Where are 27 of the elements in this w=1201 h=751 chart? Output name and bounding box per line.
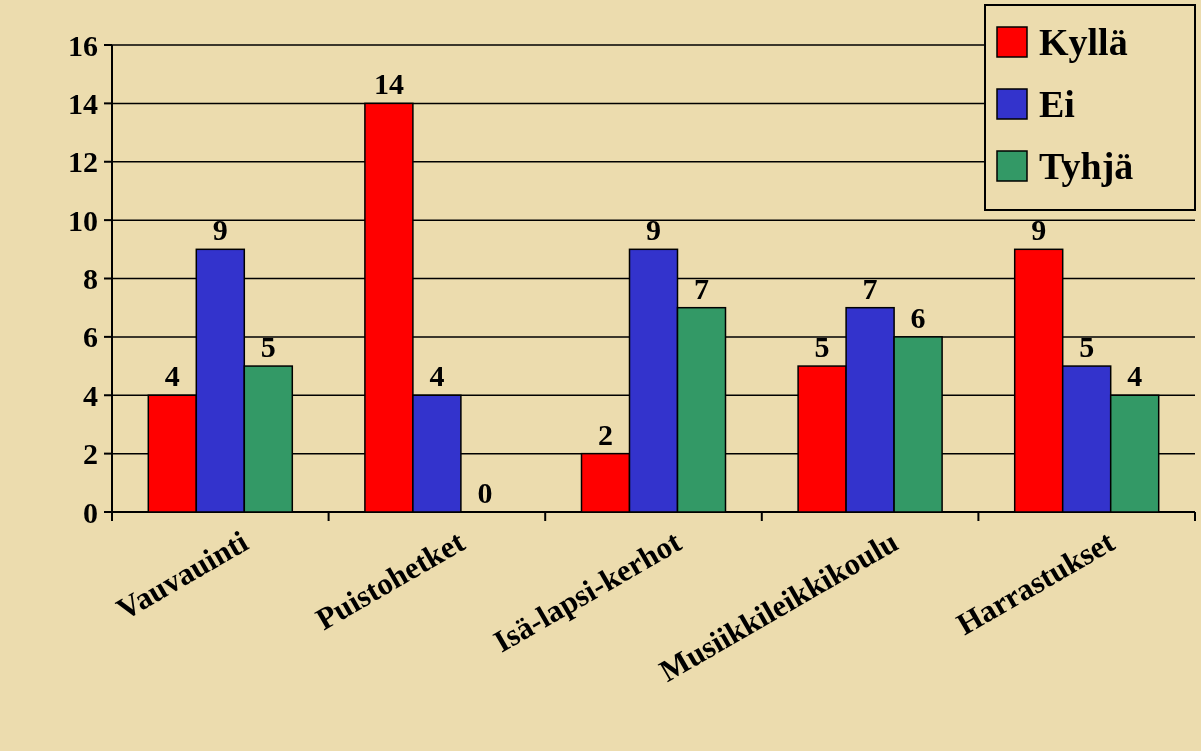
data-label: 5 — [814, 330, 830, 364]
data-label: 9 — [646, 213, 661, 247]
y-tick-label: 0 — [83, 495, 98, 529]
y-tick-label: 10 — [68, 203, 98, 237]
data-label: 9 — [1031, 213, 1047, 247]
data-label: 4 — [429, 359, 445, 393]
data-label: 5 — [1079, 330, 1095, 364]
data-label: 0 — [477, 476, 493, 509]
data-label: 7 — [694, 271, 709, 305]
y-tick-label: 4 — [83, 378, 98, 412]
legend-label: Ei — [1039, 83, 1075, 126]
y-tick-label: 8 — [83, 262, 98, 295]
data-label: 14 — [373, 67, 404, 101]
data-label: 9 — [212, 213, 228, 247]
y-tick-label: 16 — [68, 28, 98, 62]
y-tick-label: 6 — [83, 320, 98, 354]
data-label: 2 — [598, 417, 613, 451]
y-tick-label: 2 — [83, 437, 98, 471]
data-label: 5 — [260, 330, 276, 364]
legend-label: Kyllä — [1039, 21, 1128, 64]
data-label: 4 — [164, 359, 180, 393]
data-label: 4 — [1127, 359, 1143, 393]
data-label: 6 — [910, 300, 926, 334]
data-label: 7 — [862, 271, 878, 305]
y-tick-label: 14 — [68, 86, 98, 120]
y-tick-label: 12 — [68, 145, 98, 179]
legend-label: Tyhjä — [1039, 145, 1134, 188]
